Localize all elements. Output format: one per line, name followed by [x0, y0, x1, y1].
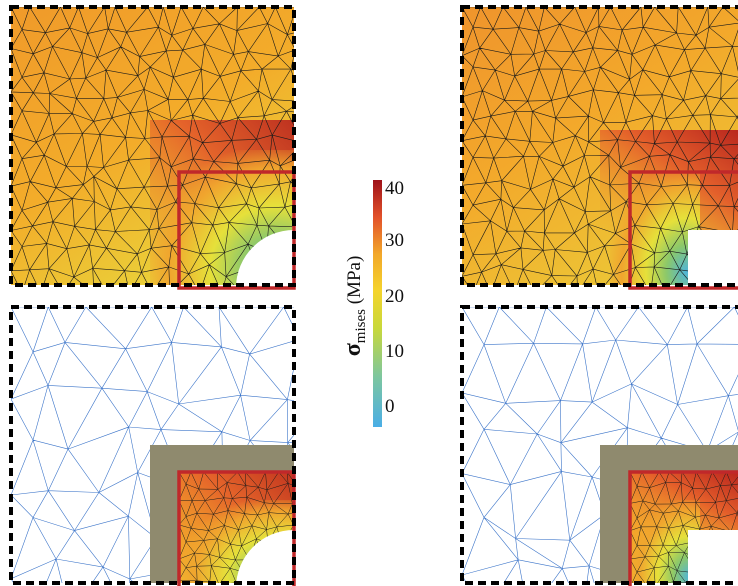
panel-bottom-right — [460, 305, 738, 586]
colorbar-tick-30: 30 — [385, 230, 404, 251]
sigma-symbol: σ — [340, 343, 366, 356]
panel-frame — [9, 305, 296, 585]
highlight-box — [177, 470, 296, 586]
colorbar-title: σmises (MPa) — [340, 256, 369, 357]
panel-frame — [9, 5, 296, 287]
circular-hole — [236, 530, 294, 583]
highlight-box — [177, 170, 296, 290]
rectangular-hole — [688, 530, 738, 583]
mesh-lines — [11, 7, 294, 285]
sigma-subscript: mises — [353, 309, 369, 343]
panel-top-right — [460, 5, 738, 290]
colorbar-gradient — [373, 180, 382, 427]
panel-top-left — [9, 5, 296, 290]
rectangular-hole — [688, 230, 738, 285]
colorbar-tick-40: 40 — [385, 178, 404, 199]
panel-frame — [460, 5, 738, 287]
panel-frame — [460, 305, 738, 585]
circular-hole — [236, 230, 294, 285]
colorbar-unit: (MPa) — [344, 256, 365, 309]
highlight-box — [628, 170, 738, 290]
colorbar-tick-0: 0 — [385, 396, 395, 417]
mesh-edges — [11, 7, 294, 285]
colorbar: 40 30 20 10 0 σmises (MPa) — [340, 178, 404, 427]
panel-bottom-left — [9, 305, 296, 586]
colorbar-tick-10: 10 — [385, 341, 404, 362]
highlight-box — [628, 470, 738, 586]
colorbar-tick-20: 20 — [385, 286, 404, 307]
